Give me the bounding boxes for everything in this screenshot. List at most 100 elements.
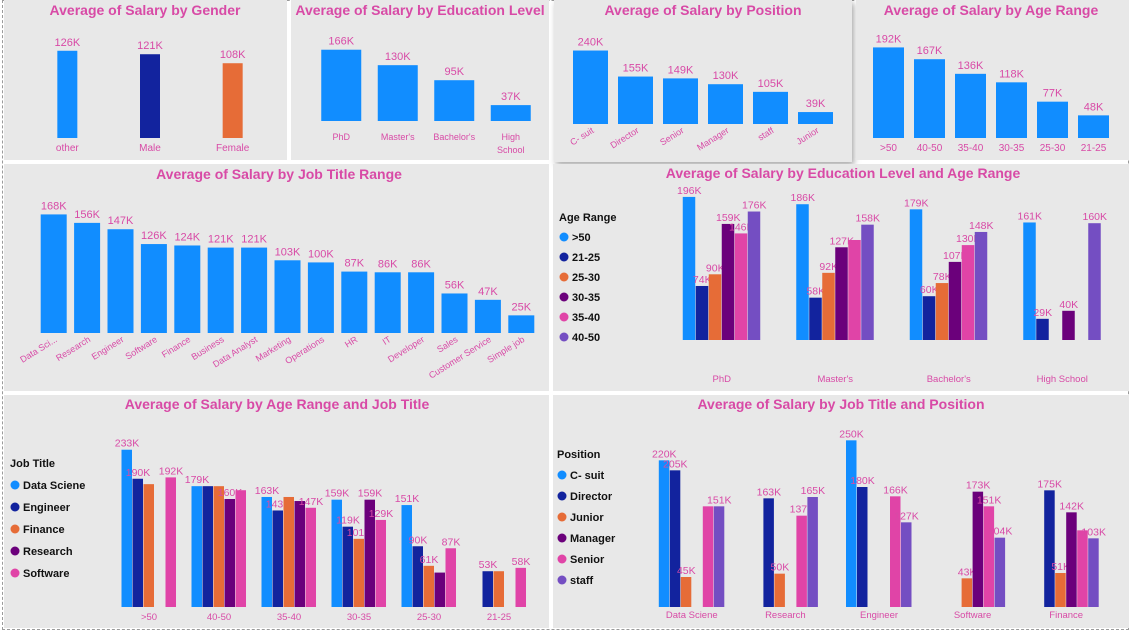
edu_age-legend-item: 35-40	[572, 312, 600, 324]
panel-education[interactable]: Average of Salary by Education Level 166K…	[291, 0, 549, 160]
job_pos-tick-label: Engineer	[860, 610, 898, 621]
age_job-bar	[482, 571, 493, 607]
edu_age-title: Average of Salary by Education Level and…	[666, 165, 1021, 181]
panel-gender[interactable]: Average of Salary by Gender 126K other 121K…	[4, 0, 287, 160]
age_job-value-label: 129K	[369, 508, 394, 520]
edu_age-legend-marker	[559, 312, 569, 322]
edu_age-value-label: 58K	[806, 286, 825, 298]
position-value-label: 105K	[758, 78, 784, 90]
age_job-bar	[235, 490, 246, 607]
edu_age-bar	[822, 272, 835, 340]
gender-value-label: 126K	[54, 37, 80, 49]
jobtitle-tick-label: Customer Service	[427, 334, 493, 380]
jobtitle-bar	[408, 272, 435, 333]
jobtitle-value-label: 168K	[41, 200, 67, 212]
job_pos-value-label: 166K	[883, 484, 908, 496]
age_job-bar	[165, 477, 176, 607]
job_pos-legend-item: C- suit	[570, 470, 605, 482]
job_pos-value-label: 250K	[839, 428, 864, 440]
job_pos-value-label: 165K	[801, 485, 826, 497]
edu_age-legend-marker	[559, 292, 569, 302]
jobtitle-value-label: 124K	[174, 231, 200, 243]
age_job-legend-item: Engineer	[23, 502, 71, 514]
age_job-value-label: 159K	[325, 488, 350, 500]
gender-tick-label: Male	[139, 143, 161, 154]
age_job-value-label: 192K	[159, 465, 184, 477]
education-value-label: 166K	[328, 36, 354, 48]
age-tick-label: 30-35	[999, 143, 1025, 154]
edu_age-legend-item: 40-50	[572, 332, 600, 344]
age_job-legend-title: Job Title	[10, 458, 55, 470]
job_pos-bar	[796, 515, 807, 607]
job_pos-legend-item: Senior	[570, 554, 605, 566]
panel-position[interactable]: Average of Salary by Position 240K C- suit…	[554, 0, 852, 162]
age_job-bar	[283, 496, 294, 607]
edu_age-bar	[1036, 318, 1049, 340]
edu_age-bar	[909, 209, 923, 340]
job_pos-bar	[669, 470, 681, 607]
education-tick-label: Master's	[381, 132, 415, 142]
edu_age-bar	[848, 239, 861, 340]
job_pos-value-label: 127K	[894, 510, 919, 522]
job_pos-legend-marker	[557, 512, 567, 522]
edu_age-bar	[1088, 223, 1101, 340]
age_job-tick-label: 25-30	[417, 612, 441, 623]
job_pos-bar	[846, 440, 857, 607]
jobtitle-bar	[107, 229, 134, 333]
edu_age-bar	[961, 245, 975, 340]
edu_age-legend-marker	[559, 272, 569, 282]
age_job-legend-item: Software	[23, 568, 69, 580]
job_pos-legend-marker	[557, 470, 567, 480]
age_job-value-label: 163K	[255, 485, 280, 497]
age_job-bar	[515, 567, 526, 607]
age_job-value-label: 58K	[512, 556, 531, 568]
gender-bar	[222, 63, 243, 138]
age-bar	[914, 59, 945, 139]
age_job-value-label: 90K	[409, 534, 428, 546]
jobtitle-tick-label: Simple job	[485, 334, 526, 365]
panel-job-pos[interactable]: Average of Salary by Job Title and Posit…	[553, 395, 1129, 628]
age-bar	[873, 47, 904, 138]
panel-edu-age[interactable]: Average of Salary by Education Level and…	[553, 164, 1129, 391]
edu_age-value-label: 179K	[904, 197, 929, 209]
job_pos-bar	[1066, 512, 1077, 607]
age_job-bar	[305, 507, 316, 607]
edu_age-value-label: 90K	[706, 262, 725, 274]
position-bar	[708, 84, 743, 124]
edu_age-bar	[1062, 310, 1075, 340]
panel-age[interactable]: Average of Salary by Age Range 192K >50 167…	[856, 0, 1129, 160]
age-value-label: 77K	[1043, 88, 1063, 100]
job_pos-bar	[972, 491, 984, 607]
position-bar	[798, 112, 833, 124]
age-bar	[955, 73, 986, 138]
job_pos-legend-item: staff	[570, 575, 594, 587]
edu_age-tick-label: Master's	[817, 374, 853, 385]
age_job-value-label: 179K	[185, 474, 210, 486]
edu_age-value-label: 29K	[1033, 307, 1052, 319]
age_job-bar	[272, 510, 283, 607]
jobtitle-bar	[241, 247, 268, 333]
panel-age-job[interactable]: Average of Salary by Age Range and Job T…	[4, 395, 549, 628]
gender-bar	[140, 54, 160, 138]
jobtitle-bar	[307, 262, 334, 333]
job_pos-value-label: 103K	[1081, 526, 1106, 538]
position-bar	[663, 78, 698, 124]
age_job-tick-label: 40-50	[207, 612, 231, 623]
age_job-bar	[423, 565, 434, 607]
job_pos-legend-item: Junior	[570, 512, 604, 524]
jobtitle-value-label: 100K	[308, 248, 334, 260]
edu_age-legend-item: 30-35	[572, 292, 600, 304]
job_pos-value-label: 142K	[1059, 500, 1084, 512]
job_pos-bar	[763, 498, 774, 607]
gender-value-label: 121K	[137, 40, 163, 52]
job_pos-bar	[713, 506, 725, 607]
education-value-label: 130K	[385, 51, 411, 63]
edu_age-value-label: 160K	[1082, 211, 1107, 223]
position-value-label: 155K	[623, 63, 649, 75]
edu_age-tick-label: High School	[1037, 374, 1088, 385]
job_pos-legend-marker	[557, 554, 567, 564]
panel-jobtitle[interactable]: Average of Salary by Job Title Range 168K…	[4, 164, 549, 391]
position-value-label: 240K	[578, 37, 604, 49]
age_job-legend-marker	[10, 568, 20, 578]
jobtitle-bar	[74, 222, 101, 333]
